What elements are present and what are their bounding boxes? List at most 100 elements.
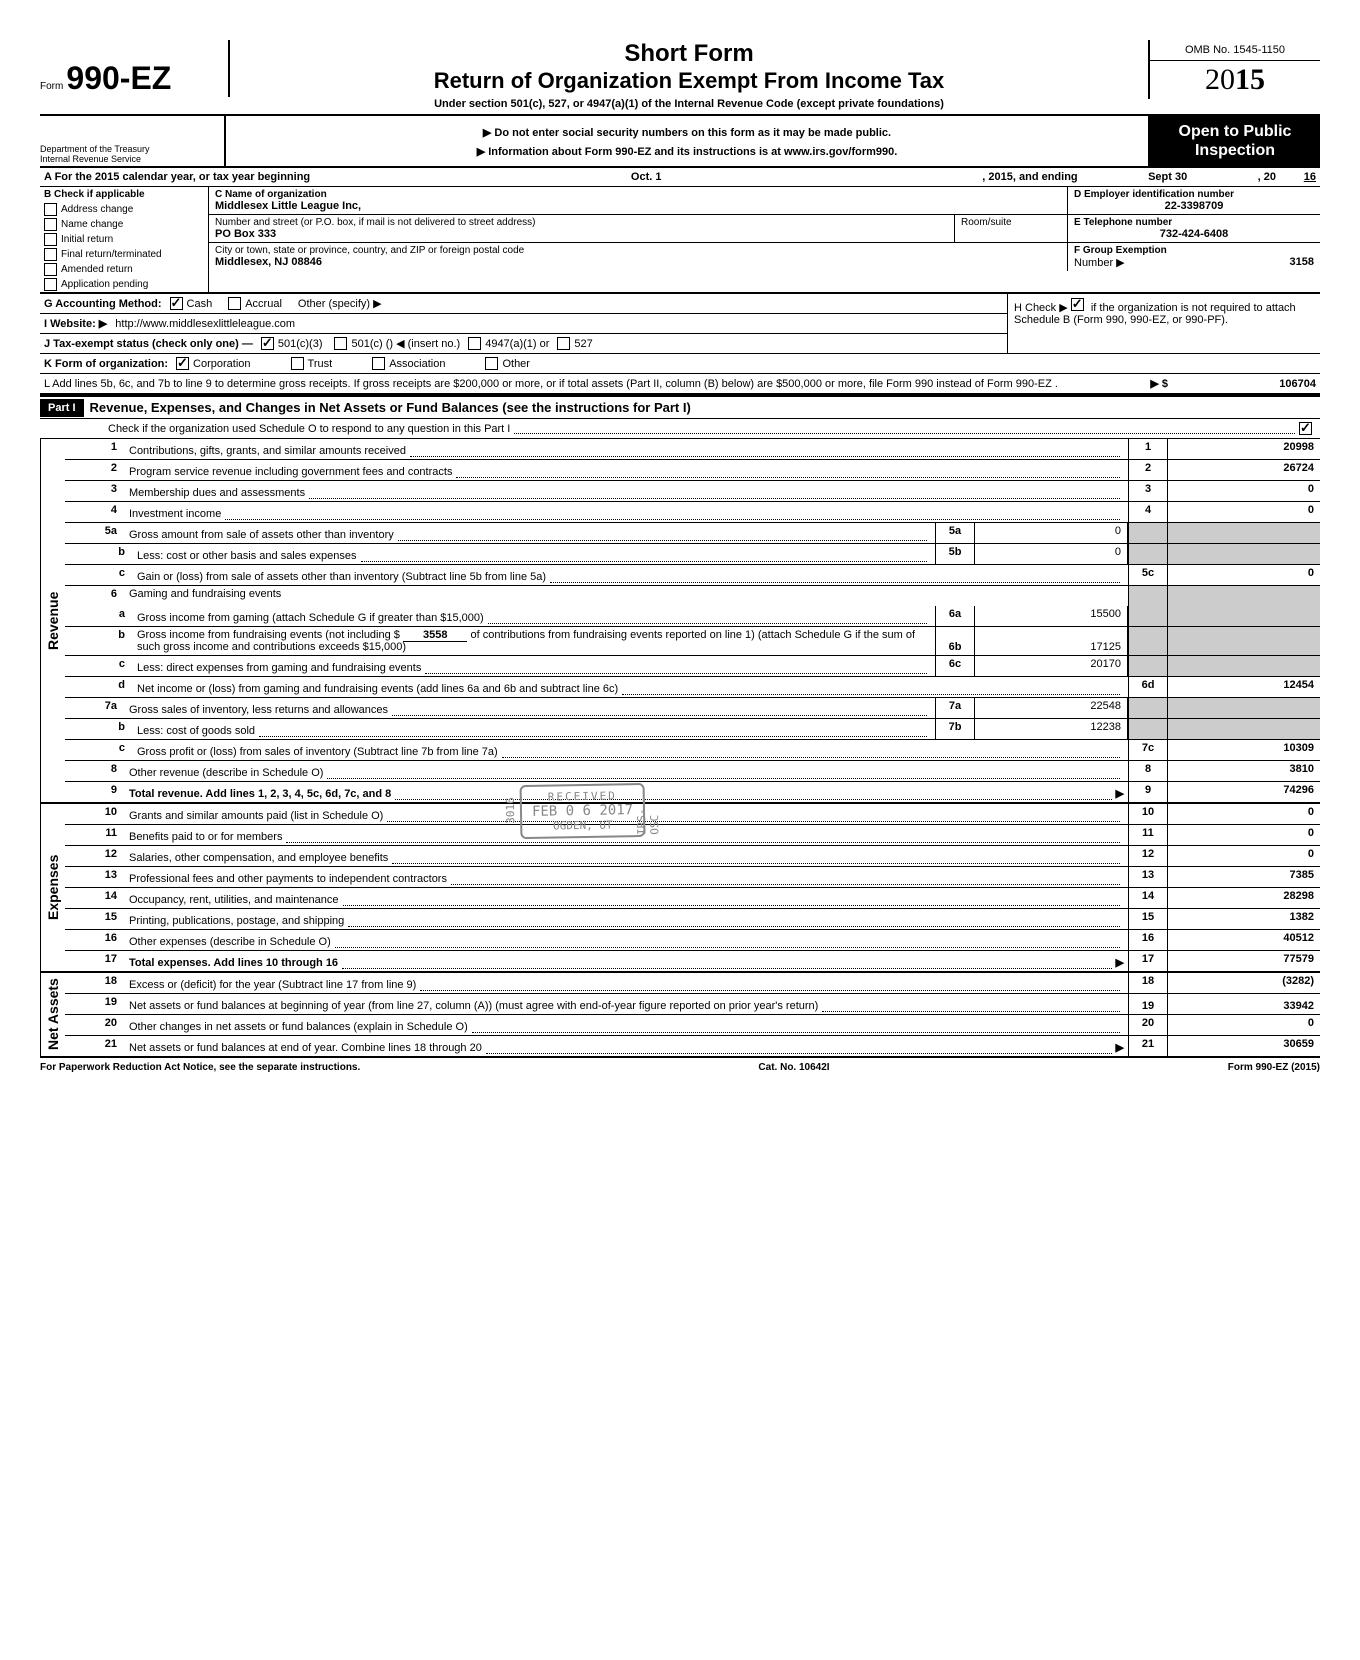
line-desc: Printing, publications, postage, and shi… [129,915,344,927]
line-desc: Other changes in net assets or fund bala… [129,1021,468,1033]
shaded-cell [1168,719,1320,739]
other-label: Other (specify) ▶ [298,297,382,310]
col-val: 3810 [1168,761,1320,781]
line-a-tax-year: A For the 2015 calendar year, or tax yea… [40,168,1320,187]
cash-label: Cash [187,298,213,310]
line-desc: Benefits paid to or for members [129,831,282,843]
footer-right: Form 990-EZ (2015) [1228,1062,1320,1073]
col-num: 3 [1128,481,1168,501]
accrual-label: Accrual [245,298,282,310]
header-center: Short Form Return of Organization Exempt… [230,40,1148,110]
sub-val: 22548 [975,698,1128,718]
check-cash[interactable] [170,297,183,310]
col-num: 14 [1128,888,1168,908]
year-bold: 15 [1235,63,1265,96]
check-amended[interactable]: Amended return [40,262,208,277]
check-501c[interactable] [334,337,347,350]
contrib-amount: 3558 [403,629,467,642]
line-num: 11 [65,825,125,845]
line-num: 7a [65,698,125,718]
footer-center: Cat. No. 10642I [758,1062,829,1073]
omb-number: OMB No. 1545-1150 [1150,40,1320,61]
check-4947[interactable] [468,337,481,350]
shaded-cell [1168,523,1320,543]
sub-col: 6c [935,656,975,676]
check-schedule-o[interactable] [1299,422,1312,435]
line-num: c [65,565,133,585]
line-desc: Less: cost of goods sold [137,725,255,737]
line-desc: Gross income from gaming (attach Schedul… [137,612,484,624]
line-desc: Membership dues and assessments [129,487,305,499]
check-final-return[interactable]: Final return/terminated [40,247,208,262]
table-row: 4Investment income40 [65,502,1320,523]
table-row: 11Benefits paid to or for members110 [65,825,1320,846]
check-address-change[interactable]: Address change [40,202,208,217]
open-line1: Open to Public [1152,122,1318,141]
line-desc: Total revenue. Add lines 1, 2, 3, 4, 5c,… [129,788,391,800]
check-initial-return[interactable]: Initial return [40,232,208,247]
col-num: 13 [1128,867,1168,887]
line-num: 19 [65,994,125,1014]
line-desc: Salaries, other compensation, and employ… [129,852,388,864]
check-501c3[interactable] [261,337,274,350]
info-link: ▶ Information about Form 990-EZ and its … [230,145,1144,158]
table-row: 15Printing, publications, postage, and s… [65,909,1320,930]
table-row: 12 Salaries, other compensation, and empl… [65,846,1320,867]
shaded-cell [1128,627,1168,655]
dept-row: Department of the Treasury Internal Reve… [40,116,1320,168]
check-other-org[interactable] [485,357,498,370]
sub-col: 5a [935,523,975,543]
city-value: Middlesex, NJ 08846 [215,256,1061,268]
check-schedule-b[interactable] [1071,298,1084,311]
col-num: 9 [1128,782,1168,802]
shaded-cell [1168,586,1320,606]
col-val: 7385 [1168,867,1320,887]
table-row: 6Gaming and fundraising events [65,586,1320,606]
check-pending[interactable]: Application pending [40,277,208,292]
check-trust[interactable] [291,357,304,370]
shaded-cell [1128,719,1168,739]
check-corporation[interactable] [176,357,189,370]
addr-label: Number and street (or P.O. box, if mail … [215,217,948,228]
col-val: 12454 [1168,677,1320,697]
col-val: 0 [1168,1015,1320,1035]
line-a-begin: Oct. 1 [310,171,982,183]
table-row: 2Program service revenue including gover… [65,460,1320,481]
table-row: 17Total expenses. Add lines 10 through 1… [65,951,1320,971]
street-cell: Number and street (or P.O. box, if mail … [209,215,955,242]
line-num: 13 [65,867,125,887]
ein-cell: D Employer identification number 22-3398… [1068,187,1320,214]
shaded-cell [1168,656,1320,676]
net-assets-table: Net Assets 18Excess or (deficit) for the… [40,973,1320,1058]
shaded-cell [1128,698,1168,718]
line-desc: Other revenue (describe in Schedule O) [129,767,323,779]
line-a-year: 16 [1276,171,1316,183]
col-num: 17 [1128,951,1168,971]
shaded-cell [1128,523,1168,543]
k-trust: Trust [308,358,333,370]
d-label: D Employer identification number [1074,189,1314,200]
col-val: 0 [1168,481,1320,501]
check-accrual[interactable] [228,297,241,310]
check-label: Initial return [61,234,113,245]
line-num: 14 [65,888,125,908]
col-val: 1382 [1168,909,1320,929]
table-row: 8Other revenue (describe in Schedule O)8… [65,761,1320,782]
check-name-change[interactable]: Name change [40,217,208,232]
col-num: 12 [1128,846,1168,866]
table-row: 13Professional fees and other payments t… [65,867,1320,888]
check-label: Final return/terminated [61,249,162,260]
line-a-end: Sept 30 [1078,171,1258,183]
line-g-accounting: G Accounting Method: Cash Accrual Other … [40,294,1007,314]
check-527[interactable] [557,337,570,350]
line-num: 18 [65,973,125,993]
col-num: 2 [1128,460,1168,480]
col-num: 11 [1128,825,1168,845]
check-schedule-o-text: Check if the organization used Schedule … [108,423,510,435]
sub-val: 15500 [975,606,1128,626]
check-label: Application pending [61,279,148,290]
sub-val: 12238 [975,719,1128,739]
check-association[interactable] [372,357,385,370]
col-num: 5c [1128,565,1168,585]
ein-value: 22-3398709 [1074,200,1314,212]
